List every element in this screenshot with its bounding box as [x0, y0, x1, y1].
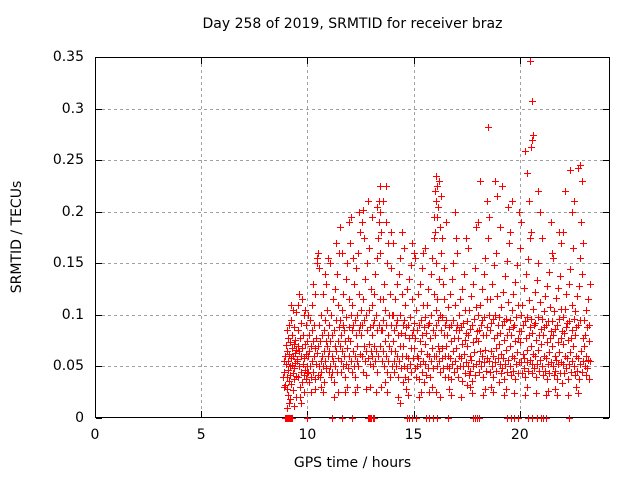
axis-ticks [95, 57, 609, 419]
y-tick-label: 0.25 [52, 152, 84, 169]
y-tick-label: 0.2 [61, 203, 84, 220]
x-tick-label: 0 [90, 427, 100, 443]
y-tick-label: 0.05 [52, 358, 84, 375]
data-points [280, 58, 594, 422]
y-tick-label: 0.1 [61, 306, 84, 323]
x-tick-label: 15 [404, 427, 423, 443]
y-tick-label: 0.35 [52, 49, 84, 65]
x-tick-label: 10 [298, 427, 317, 443]
y-tick-label: 0.15 [52, 255, 84, 272]
y-tick-label: 0 [75, 410, 84, 426]
chart-title: Day 258 of 2019, SRMTID for receiver bra… [202, 16, 503, 32]
x-tick-label: 20 [510, 427, 529, 443]
x-axis-label: GPS time / hours [293, 455, 412, 471]
y-tick-label: 0.3 [61, 100, 84, 117]
x-tick-label: 5 [196, 427, 206, 443]
